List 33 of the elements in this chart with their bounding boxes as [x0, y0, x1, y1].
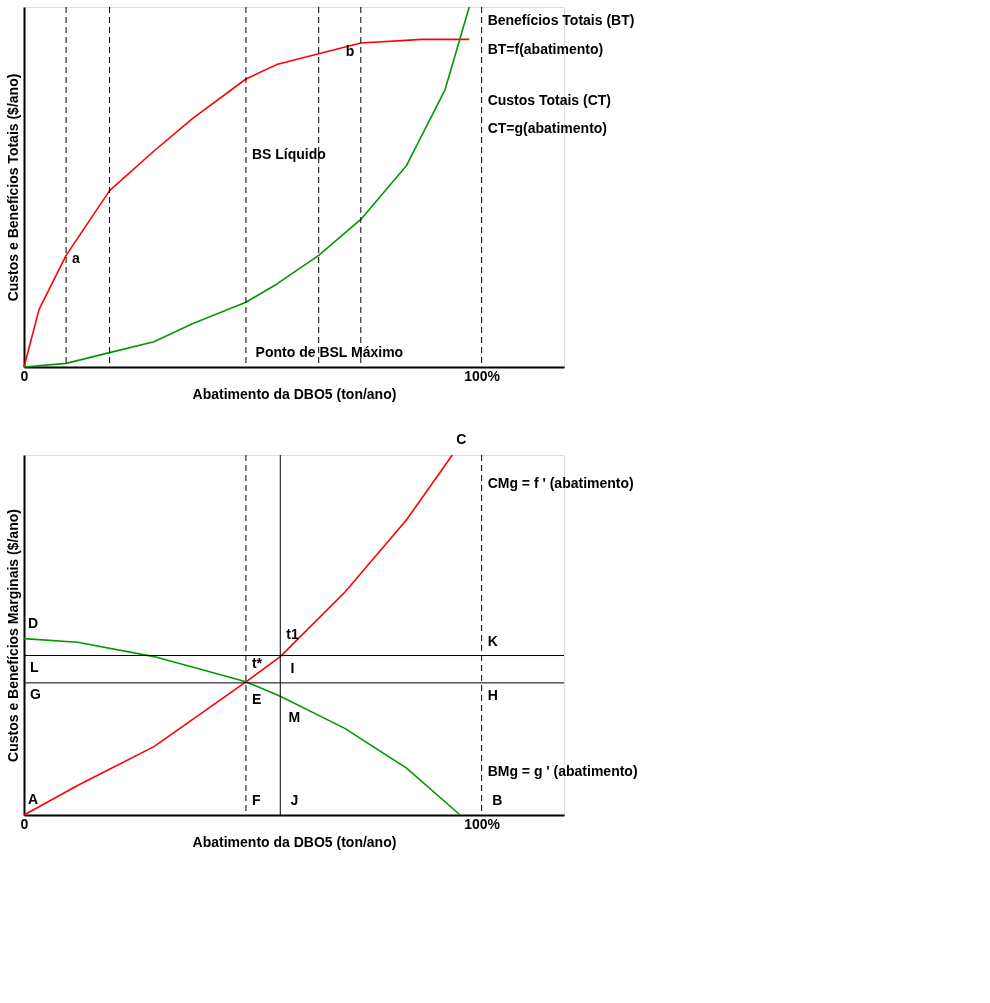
annotation: K [487, 633, 498, 650]
annotation: Ponto de BSL Máximo [255, 343, 404, 360]
ref-line-label: G [30, 685, 41, 702]
annotation: A [28, 791, 39, 807]
annotation: b [345, 43, 355, 59]
ref-line-label: L [30, 658, 39, 675]
annotation: t1 [286, 626, 299, 642]
annotation: F [251, 791, 261, 808]
annotation: I [290, 660, 295, 677]
y-axis-title: Custos e Benefícios Totais ($/ano) [4, 73, 21, 302]
annotation: Custos Totais (CT) [487, 91, 612, 108]
x-tick-label: 0 [20, 367, 29, 384]
annotation: CMg = f ' (abatimento) [487, 474, 634, 491]
annotation: J [290, 791, 299, 808]
x-tick-label: 100% [464, 815, 501, 832]
x-tick-label: 0 [20, 815, 29, 832]
y-axis-title: Custos e Benefícios Marginais ($/ano) [4, 509, 21, 762]
x-tick-label: 100% [464, 367, 501, 384]
annotation: B [492, 791, 503, 808]
annotation: M [288, 708, 301, 725]
annotation: t* [251, 654, 263, 671]
x-axis-title: Abatimento da DBO5 (ton/ano) [192, 385, 397, 402]
annotation: BS Líquido [251, 145, 326, 162]
annotation: CT=g(abatimento) [487, 120, 608, 137]
annotation: H [487, 687, 498, 704]
annotation: Benefícios Totais (BT) [487, 12, 635, 29]
annotation: a [72, 250, 81, 266]
x-axis-title: Abatimento da DBO5 (ton/ano) [192, 833, 397, 850]
annotation: C [456, 431, 467, 447]
annotation: BMg = g ' (abatimento) [487, 762, 638, 779]
annotation: E [251, 690, 262, 707]
annotation: D [28, 614, 39, 631]
annotation: BT=f(abatimento) [487, 41, 604, 58]
